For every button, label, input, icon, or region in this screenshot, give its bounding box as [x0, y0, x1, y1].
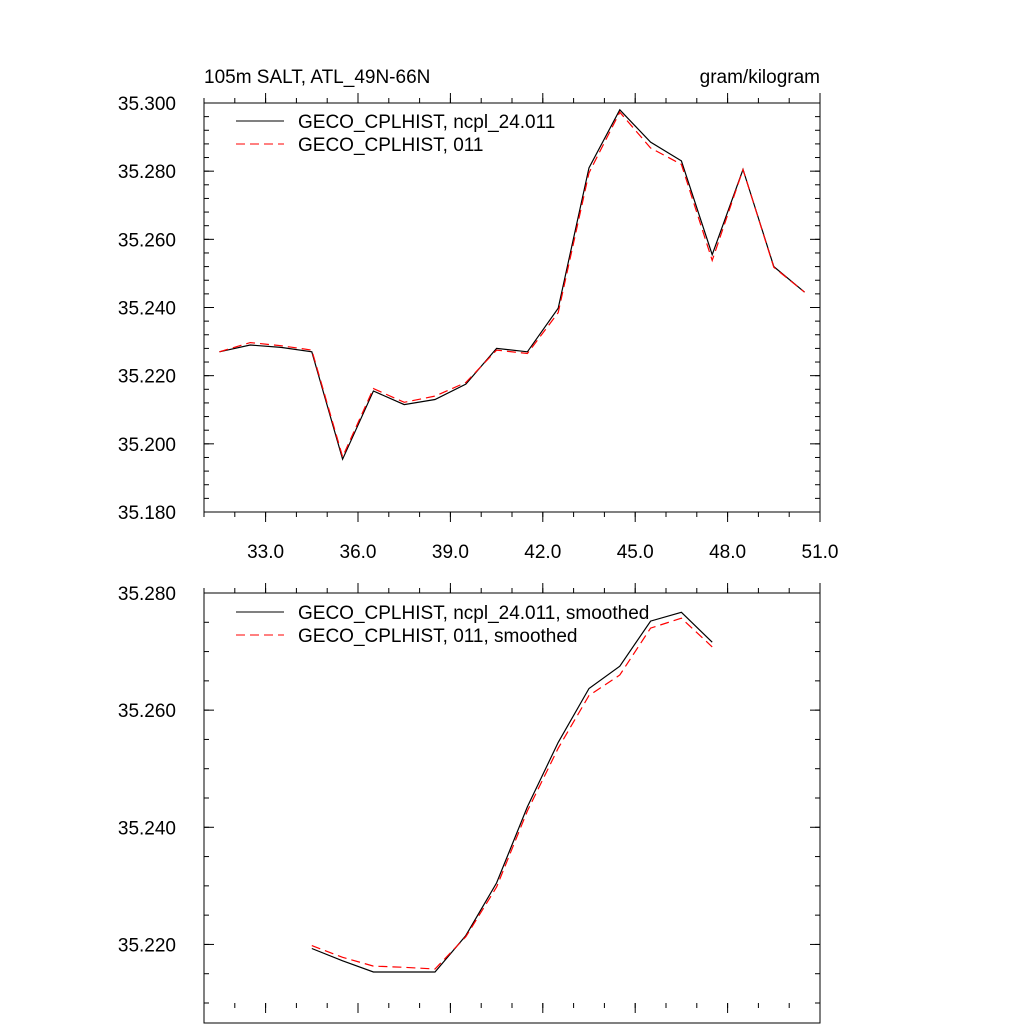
legend-label-1: GECO_CPLHIST, ncpl_24.011: [298, 112, 555, 133]
legend-label-2: GECO_CPLHIST, 011, smoothed: [298, 626, 578, 647]
y-tick-label: 35.260: [118, 701, 176, 722]
series-layer: [219, 108, 805, 461]
y-tick-label: 35.240: [118, 299, 176, 320]
x-tick-label: 33.0: [247, 542, 284, 563]
x-axis-ticks: [203, 583, 821, 1013]
y-tick-label: 35.280: [118, 584, 176, 605]
series-line-1: [311, 611, 713, 973]
series-line-2: [219, 111, 805, 459]
legend: GECO_CPLHIST, ncpl_24.011, smoothed GECO…: [236, 603, 649, 647]
y-tick-label: 35.220: [118, 935, 176, 956]
legend-label-2: GECO_CPLHIST, 011: [298, 135, 484, 156]
y-tick-label: 35.180: [118, 503, 176, 524]
y-tick-label: 35.300: [118, 94, 176, 115]
series-line-2: [311, 617, 713, 970]
y-tick-label: 35.260: [118, 230, 176, 251]
y-tick-label: 35.220: [118, 367, 176, 388]
x-tick-label: 48.0: [709, 542, 746, 563]
x-axis-ticks: 33.0 36.0 39.0 42.0 45.0 48.0 51.0: [203, 93, 839, 563]
y-axis-ticks: 35.180 35.200 35.220 35.240 35.260 35.280 35.3…: [118, 94, 820, 524]
legend: GECO_CPLHIST, ncpl_24.011 GECO_CPLHIST, …: [236, 112, 555, 156]
legend-label-1: GECO_CPLHIST, ncpl_24.011, smoothed: [298, 603, 649, 624]
plot-frame: [203, 102, 821, 513]
plot-frame: [203, 592, 821, 1024]
x-tick-label: 36.0: [340, 542, 377, 563]
y-tick-label: 35.280: [118, 162, 176, 183]
title-left: 105m SALT, ATL_49N-66N: [204, 67, 430, 88]
series-layer: [311, 611, 713, 973]
x-tick-label: 39.0: [432, 542, 469, 563]
x-tick-label: 42.0: [524, 542, 561, 563]
upper-salinity-panel: 105m SALT, ATL_49N-66N gram/kilogram 35.…: [118, 67, 839, 563]
y-tick-label: 35.240: [118, 818, 176, 839]
series-line-1: [219, 108, 805, 461]
lower-salinity-panel: 35.220 35.240 35.260 35.280 GECO_CPLHIST, n…: [118, 583, 821, 1024]
y-axis-ticks: 35.220 35.240 35.260 35.280: [118, 584, 820, 1004]
title-right: gram/kilogram: [700, 67, 820, 88]
x-tick-label: 45.0: [617, 542, 654, 563]
y-tick-label: 35.200: [118, 435, 176, 456]
x-tick-label: 51.0: [802, 542, 839, 563]
